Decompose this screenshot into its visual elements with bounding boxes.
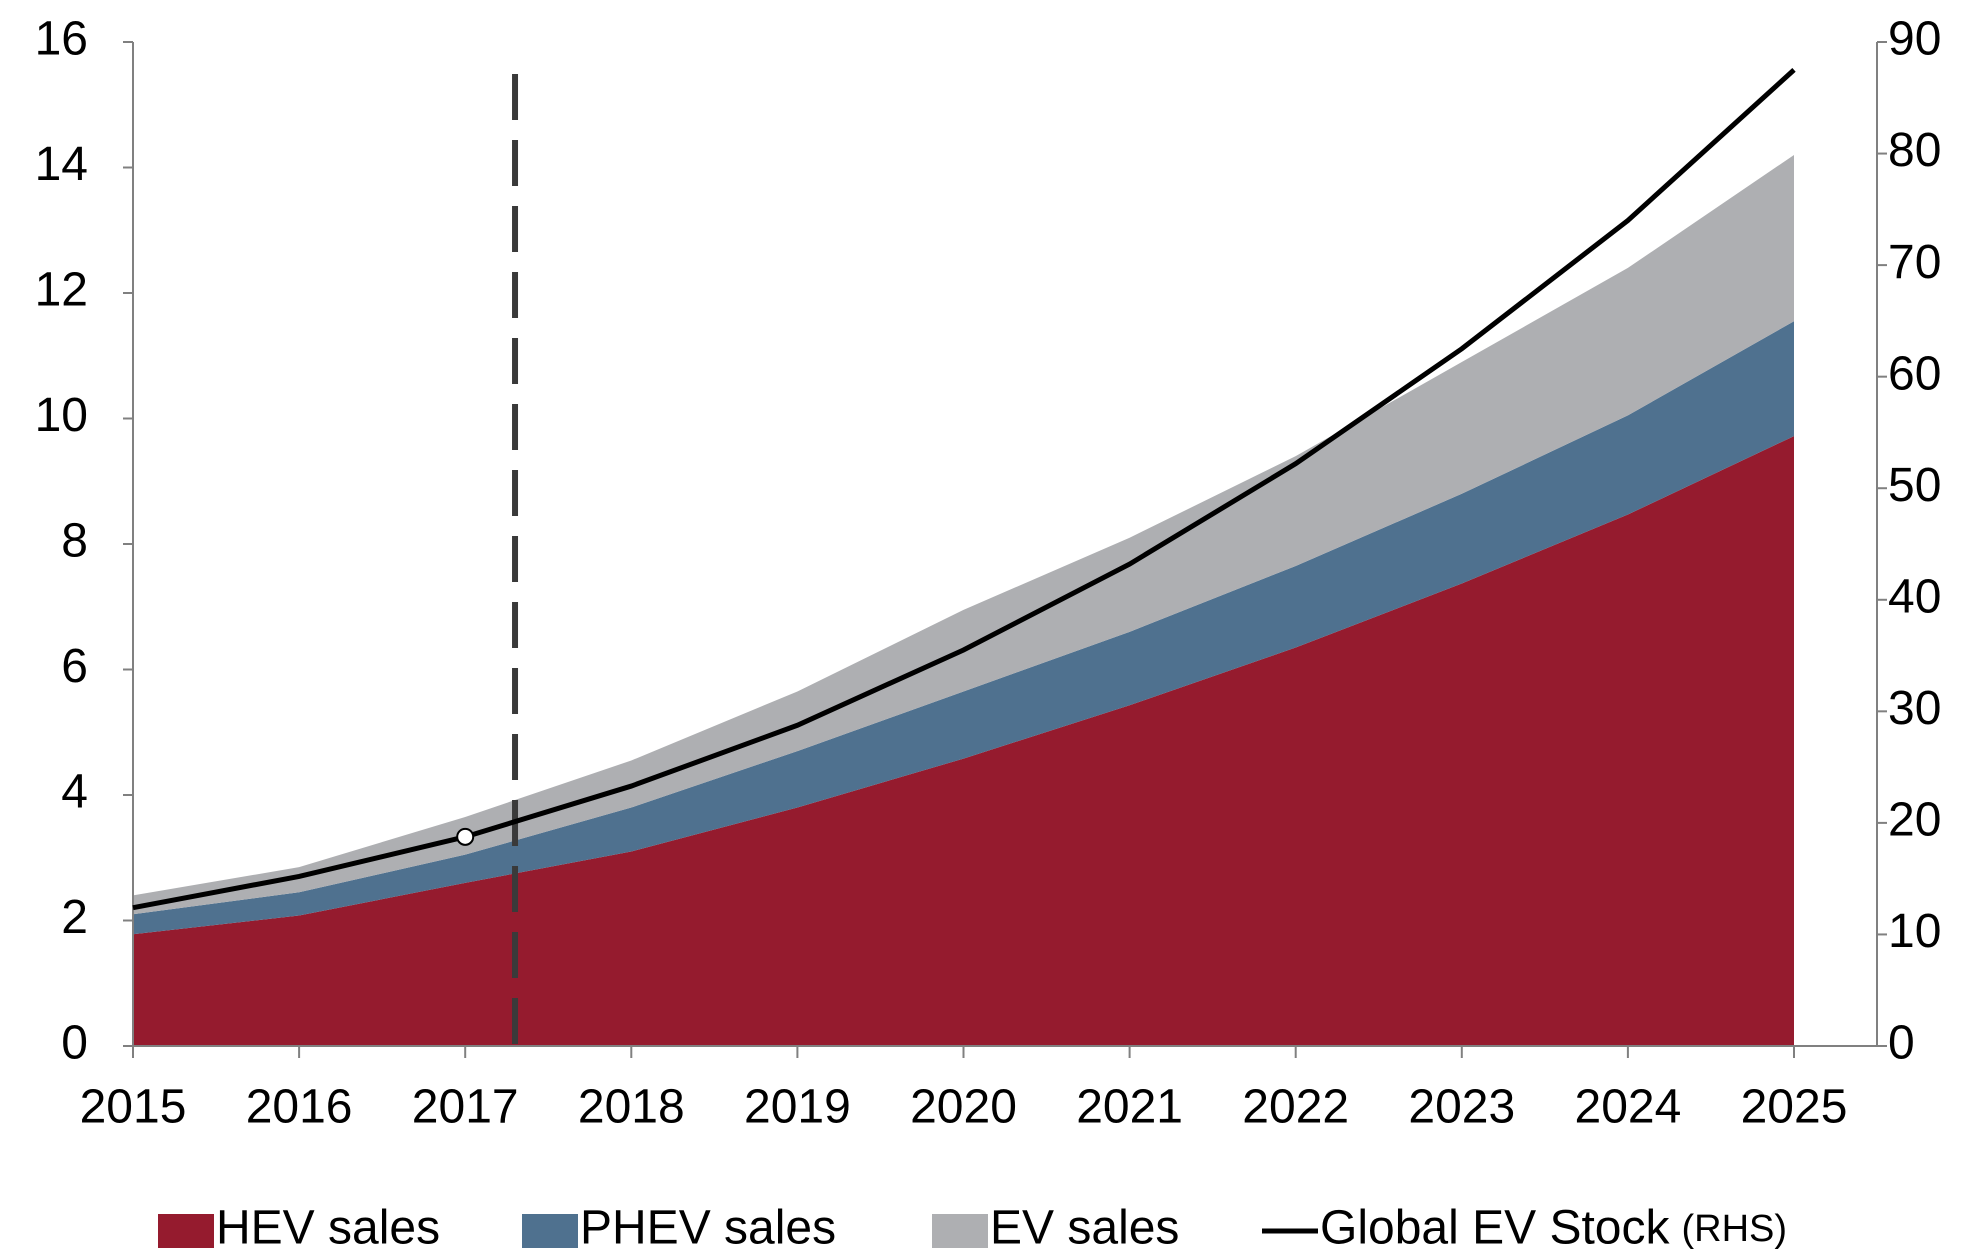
x-tick-label: 2024: [1575, 1081, 1682, 1134]
y2-tick-label: 90: [1888, 13, 1941, 66]
y-tick-label: 8: [61, 515, 88, 568]
y-tick-label: 4: [61, 766, 88, 819]
legend-swatch: [158, 1214, 214, 1248]
legend-label: HEV sales: [216, 1202, 440, 1255]
area: [133, 436, 1794, 1046]
y2-tick-label: 60: [1888, 347, 1941, 400]
x-tick-label: 2021: [1076, 1081, 1183, 1134]
legend-label: PHEV sales: [580, 1202, 836, 1255]
line: [132, 68, 1796, 911]
areas: [133, 154, 1794, 1046]
legend-label: EV sales: [990, 1202, 1179, 1255]
y2-tick-label: 10: [1888, 905, 1941, 958]
x-tick-label: 2018: [578, 1081, 685, 1134]
y2-tick-label: 40: [1888, 570, 1941, 623]
x-tick-label: 2020: [910, 1081, 1017, 1134]
y-tick-label: 10: [35, 389, 88, 442]
y-tick-label: 2: [61, 891, 88, 944]
legend-label: Global EV Stock (RHS): [1320, 1202, 1787, 1255]
legend-swatch: [932, 1214, 988, 1248]
x-tick-label: 2019: [744, 1081, 851, 1134]
y2-tick-label: 80: [1888, 124, 1941, 177]
point-marker: [456, 827, 475, 846]
y-tick-label: 6: [61, 640, 88, 693]
y-tick-label: 12: [35, 264, 88, 317]
y2-tick-label: 50: [1888, 459, 1941, 512]
x-tick-label: 2022: [1242, 1081, 1349, 1134]
y-tick-label: 16: [35, 13, 88, 66]
x-tick-label: 2023: [1408, 1081, 1515, 1134]
y-tick-label: 14: [35, 138, 88, 191]
y2-tick-label: 30: [1888, 682, 1941, 735]
legend-swatch: [522, 1214, 578, 1248]
x-tick-label: 2016: [246, 1081, 353, 1134]
y2-tick-label: 0: [1888, 1017, 1915, 1070]
y-tick-label: 0: [61, 1017, 88, 1070]
y2-tick-label: 20: [1888, 794, 1941, 847]
x-tick-label: 2015: [80, 1081, 187, 1134]
legend-suffix: (RHS): [1682, 1208, 1788, 1250]
x-tick-label: 2025: [1741, 1081, 1848, 1134]
x-tick-label: 2017: [412, 1081, 519, 1134]
y2-tick-label: 70: [1888, 236, 1941, 289]
